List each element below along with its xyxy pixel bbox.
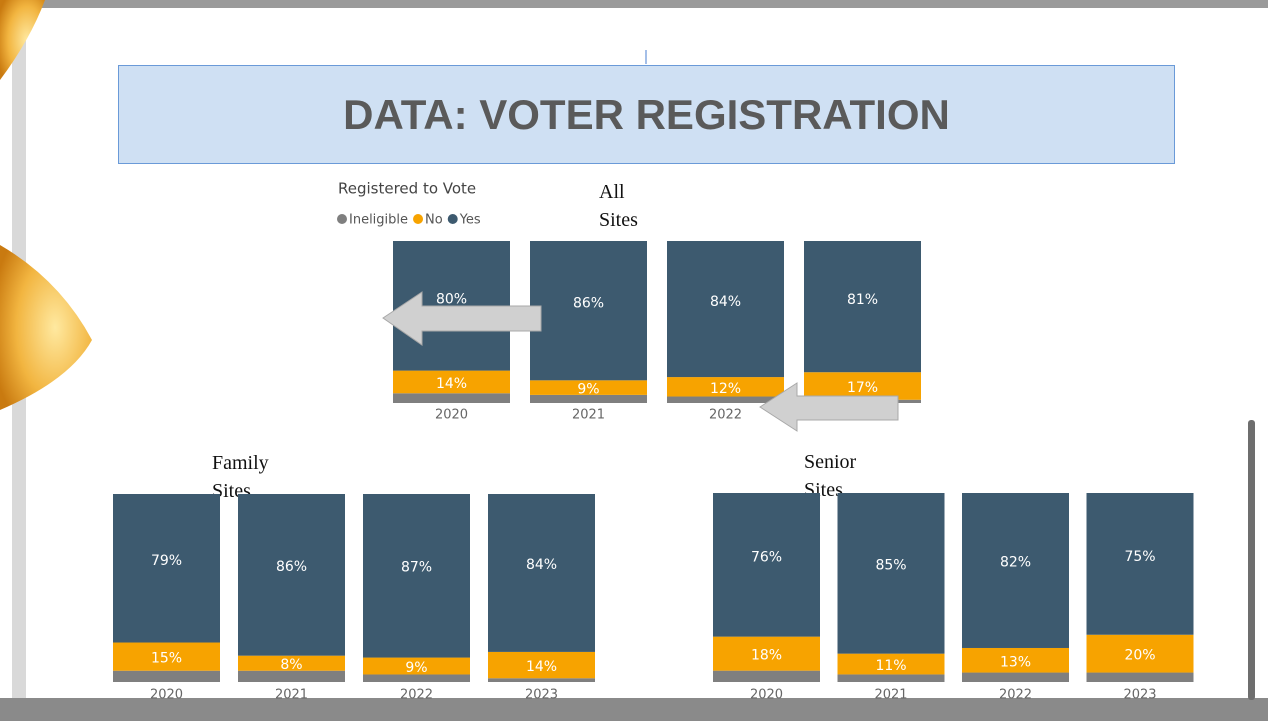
bar-segment <box>962 673 1069 682</box>
data-label: 87% <box>401 560 432 576</box>
charts: 14% 80% 2020 9% 86% 2021 12% 84% 2022 17% 81% Regis… <box>0 0 1268 721</box>
data-label: 17% <box>847 380 878 396</box>
data-label: 15% <box>151 651 182 667</box>
x-tick-label: 2022 <box>709 408 742 423</box>
x-tick-label: 2021 <box>572 408 605 423</box>
legend-swatch <box>337 214 347 224</box>
data-label: 85% <box>875 557 906 573</box>
data-label: 76% <box>751 550 782 566</box>
data-label: 13% <box>1000 654 1031 670</box>
bar-segment <box>488 678 595 682</box>
legend-entry: Yes <box>459 213 481 228</box>
data-label: 81% <box>847 292 878 308</box>
data-label: 12% <box>710 381 741 397</box>
data-label: 84% <box>710 294 741 310</box>
legend-title: Registered to Vote <box>338 180 476 198</box>
data-label: 9% <box>577 382 599 398</box>
bar-segment <box>713 671 820 682</box>
legend-entry: Ineligible <box>349 213 408 228</box>
data-label: 82% <box>1000 555 1031 571</box>
x-tick-label: 2020 <box>435 408 468 423</box>
bar-segment <box>393 393 510 403</box>
x-tick-label: 2020 <box>150 688 183 703</box>
data-label: 86% <box>573 296 604 312</box>
legend-swatch <box>448 214 458 224</box>
bar-segment <box>804 400 921 403</box>
bar-segment <box>238 494 345 656</box>
data-label: 14% <box>526 659 557 675</box>
data-label: 20% <box>1124 648 1155 664</box>
x-tick-label: 2023 <box>525 688 558 703</box>
data-label: 80% <box>436 291 467 307</box>
bar-segment <box>838 493 945 654</box>
x-tick-label: 2022 <box>999 688 1032 703</box>
data-label: 79% <box>151 553 182 569</box>
data-label: 18% <box>751 648 782 664</box>
legend-entry: No <box>425 213 443 228</box>
x-tick-label: 2022 <box>400 688 433 703</box>
bar-segment <box>113 671 220 682</box>
data-label: 84% <box>526 557 557 573</box>
bar-segment <box>667 397 784 403</box>
data-label: 75% <box>1124 549 1155 565</box>
data-label: 8% <box>280 657 302 673</box>
screen: DATA: VOTER REGISTRATION All Sites Famil… <box>0 0 1268 721</box>
data-label: 11% <box>875 658 906 674</box>
legend-swatch <box>413 214 423 224</box>
x-tick-label: 2021 <box>275 688 308 703</box>
bar-segment <box>1087 673 1194 682</box>
data-label: 14% <box>436 376 467 392</box>
x-tick-label: 2020 <box>750 688 783 703</box>
data-label: 86% <box>276 559 307 575</box>
bar-segment <box>838 674 945 682</box>
bar-segment <box>363 494 470 658</box>
x-tick-label: 2023 <box>1123 688 1156 703</box>
data-label: 9% <box>405 660 427 676</box>
x-tick-label: 2021 <box>874 688 907 703</box>
